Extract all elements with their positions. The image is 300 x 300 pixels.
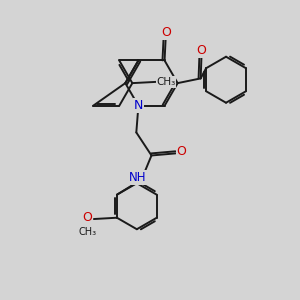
Text: O: O [161,26,171,39]
Text: CH₃: CH₃ [78,226,96,236]
Text: O: O [177,146,186,158]
Text: O: O [196,44,206,57]
Text: CH₃: CH₃ [157,77,176,87]
Text: NH: NH [129,171,147,184]
Text: N: N [134,99,143,112]
Text: O: O [82,211,92,224]
